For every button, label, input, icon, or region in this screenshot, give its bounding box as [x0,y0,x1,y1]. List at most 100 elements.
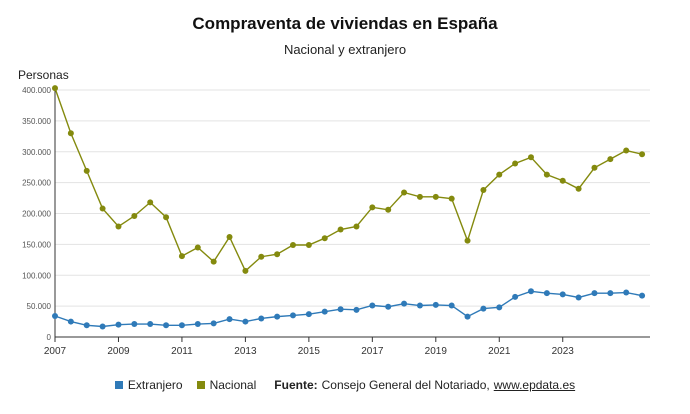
data-point-extranjero[interactable] [210,320,217,327]
data-point-extranjero[interactable] [242,318,249,325]
data-point-nacional[interactable] [305,241,312,248]
data-point-extranjero[interactable] [369,302,376,309]
data-point-nacional[interactable] [385,206,392,213]
x-tick-label: 2023 [552,346,575,357]
legend-item-nacional[interactable]: Nacional [196,378,256,392]
data-point-nacional[interactable] [163,214,170,221]
data-point-nacional[interactable] [559,177,566,184]
data-point-nacional[interactable] [623,147,630,154]
data-point-nacional[interactable] [480,187,487,194]
source-text: Consejo General del Notariado, [321,378,490,392]
data-point-extranjero[interactable] [67,318,74,325]
data-point-extranjero[interactable] [226,316,233,323]
legend-label-extranjero: Extranjero [127,378,183,392]
data-point-extranjero[interactable] [639,292,646,299]
data-point-nacional[interactable] [448,195,455,202]
data-point-extranjero[interactable] [83,322,90,329]
data-point-extranjero[interactable] [496,304,503,311]
data-point-extranjero[interactable] [337,306,344,313]
data-point-nacional[interactable] [226,233,233,240]
data-point-extranjero[interactable] [512,293,519,300]
data-point-extranjero[interactable] [607,290,614,297]
data-point-extranjero[interactable] [528,288,534,295]
data-point-nacional[interactable] [290,241,296,248]
data-point-nacional[interactable] [464,237,471,244]
y-tick-label: 100.000 [22,271,51,280]
data-point-extranjero[interactable] [178,322,185,329]
series-nacional [52,85,646,274]
data-point-extranjero[interactable] [147,321,154,328]
x-tick-label: 2011 [171,346,193,357]
data-point-nacional[interactable] [496,171,503,178]
data-point-extranjero[interactable] [432,301,439,308]
x-tick-label: 2009 [107,346,130,357]
data-point-nacional[interactable] [52,85,58,92]
data-point-nacional[interactable] [528,154,534,161]
data-point-extranjero[interactable] [52,313,58,320]
data-point-extranjero[interactable] [385,303,392,310]
data-point-nacional[interactable] [543,171,550,178]
y-axis-title: Personas [18,68,69,82]
data-point-nacional[interactable] [115,223,122,230]
chart-subtitle: Nacional y extranjero [283,42,407,57]
data-point-extranjero[interactable] [274,313,281,320]
data-point-nacional[interactable] [178,253,185,260]
x-tick-label: 2015 [298,346,321,357]
data-point-nacional[interactable] [369,204,376,211]
data-point-nacional[interactable] [337,226,344,233]
data-point-extranjero[interactable] [543,290,550,297]
data-point-extranjero[interactable] [321,308,328,315]
legend-swatch-extranjero [114,381,123,389]
data-point-nacional[interactable] [512,160,519,167]
data-point-extranjero[interactable] [99,323,106,330]
data-point-nacional[interactable] [416,193,423,200]
data-point-extranjero[interactable] [448,302,455,309]
data-point-nacional[interactable] [242,267,249,274]
source-link[interactable]: www.epdata.es [493,378,576,392]
data-point-extranjero[interactable] [559,291,566,298]
y-tick-label: 150.000 [22,240,51,249]
grid-lines [55,89,650,338]
data-point-extranjero[interactable] [591,290,598,297]
y-tick-label: 50.000 [27,302,52,311]
data-point-nacional[interactable] [432,193,439,200]
data-point-extranjero[interactable] [290,312,296,319]
axes: 0 50.000 100.000 150.000 200.000 250.000 300.0… [22,86,650,357]
data-point-extranjero[interactable] [401,300,408,307]
x-tick-label: 2019 [425,346,448,357]
data-point-extranjero[interactable] [115,321,122,328]
data-point-nacional[interactable] [591,164,598,171]
data-point-extranjero[interactable] [464,313,471,320]
data-point-extranjero[interactable] [416,302,423,309]
data-point-extranjero[interactable] [575,294,582,301]
data-point-extranjero[interactable] [131,321,138,328]
series-line-nacional [54,87,643,273]
data-point-nacional[interactable] [401,189,408,196]
data-point-nacional[interactable] [131,212,138,219]
series-layer [52,85,646,330]
chart-title: Compraventa de viviendas en España [192,14,498,33]
data-point-extranjero[interactable] [194,321,201,328]
data-point-extranjero[interactable] [480,305,487,312]
data-point-nacional[interactable] [321,235,328,242]
data-point-nacional[interactable] [147,199,154,206]
y-tick-label: 250.000 [22,179,51,188]
data-point-nacional[interactable] [353,223,360,230]
y-tick-label: 350.000 [22,117,51,126]
legend-item-extranjero[interactable]: Extranjero [114,378,183,392]
data-point-nacional[interactable] [639,151,646,158]
data-point-nacional[interactable] [99,205,106,212]
data-point-extranjero[interactable] [353,306,360,313]
data-point-nacional[interactable] [274,251,281,258]
data-point-nacional[interactable] [258,253,265,260]
data-point-nacional[interactable] [575,185,582,192]
data-point-extranjero[interactable] [623,289,630,296]
data-point-nacional[interactable] [67,130,74,137]
data-point-extranjero[interactable] [163,322,170,329]
data-point-nacional[interactable] [83,167,90,174]
data-point-nacional[interactable] [210,258,217,265]
data-point-nacional[interactable] [194,244,201,251]
data-point-nacional[interactable] [607,156,614,163]
data-point-extranjero[interactable] [258,315,265,322]
data-point-extranjero[interactable] [305,311,312,318]
